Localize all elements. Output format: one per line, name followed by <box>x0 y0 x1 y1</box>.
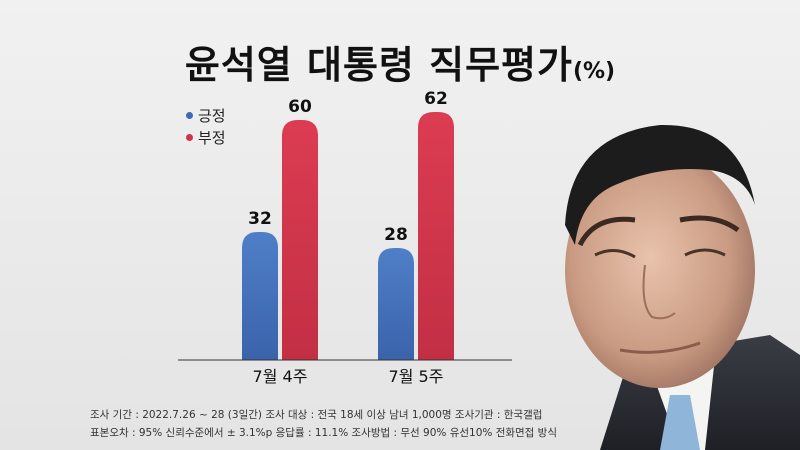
survey-note-line2: 표본오차 : 95% 신뢰수준에서 ± 3.1%p 응답률 : 11.1% 조사… <box>90 427 558 439</box>
data-label-negative-2: 62 <box>424 89 448 109</box>
survey-note-line1: 조사 기간 : 2022.7.26 ~ 28 (3일간) 조사 대상 : 전국 … <box>90 409 543 421</box>
data-label-positive-2: 28 <box>384 225 408 245</box>
bar-negative-2 <box>418 112 454 360</box>
labels-layer: 32 60 7월 4주 28 62 7월 5주 <box>248 89 448 386</box>
data-label-positive-1: 32 <box>248 209 272 229</box>
bar-positive-2 <box>378 248 414 360</box>
chart-legend: 긍정 부정 <box>186 104 226 148</box>
title-unit: (%) <box>572 59 616 84</box>
category-label-2: 7월 5주 <box>389 367 444 386</box>
data-label-negative-1: 60 <box>288 97 312 117</box>
legend-label-positive: 긍정 <box>198 106 226 125</box>
title-main: 윤석열 대통령 직무평가 <box>184 43 573 87</box>
legend-item-positive: 긍정 <box>186 104 226 126</box>
category-label-1: 7월 4주 <box>253 367 308 386</box>
legend-dot-positive <box>186 111 193 119</box>
bar-negative-1 <box>282 120 318 360</box>
legend-label-negative: 부정 <box>198 128 226 147</box>
chart-title: 윤석열 대통령 직무평가(%) <box>0 34 800 89</box>
bar-positive-1 <box>242 232 278 360</box>
legend-dot-negative <box>186 133 193 141</box>
legend-item-negative: 부정 <box>186 126 226 148</box>
bars-layer <box>242 112 454 360</box>
portrait-photo <box>565 124 800 450</box>
